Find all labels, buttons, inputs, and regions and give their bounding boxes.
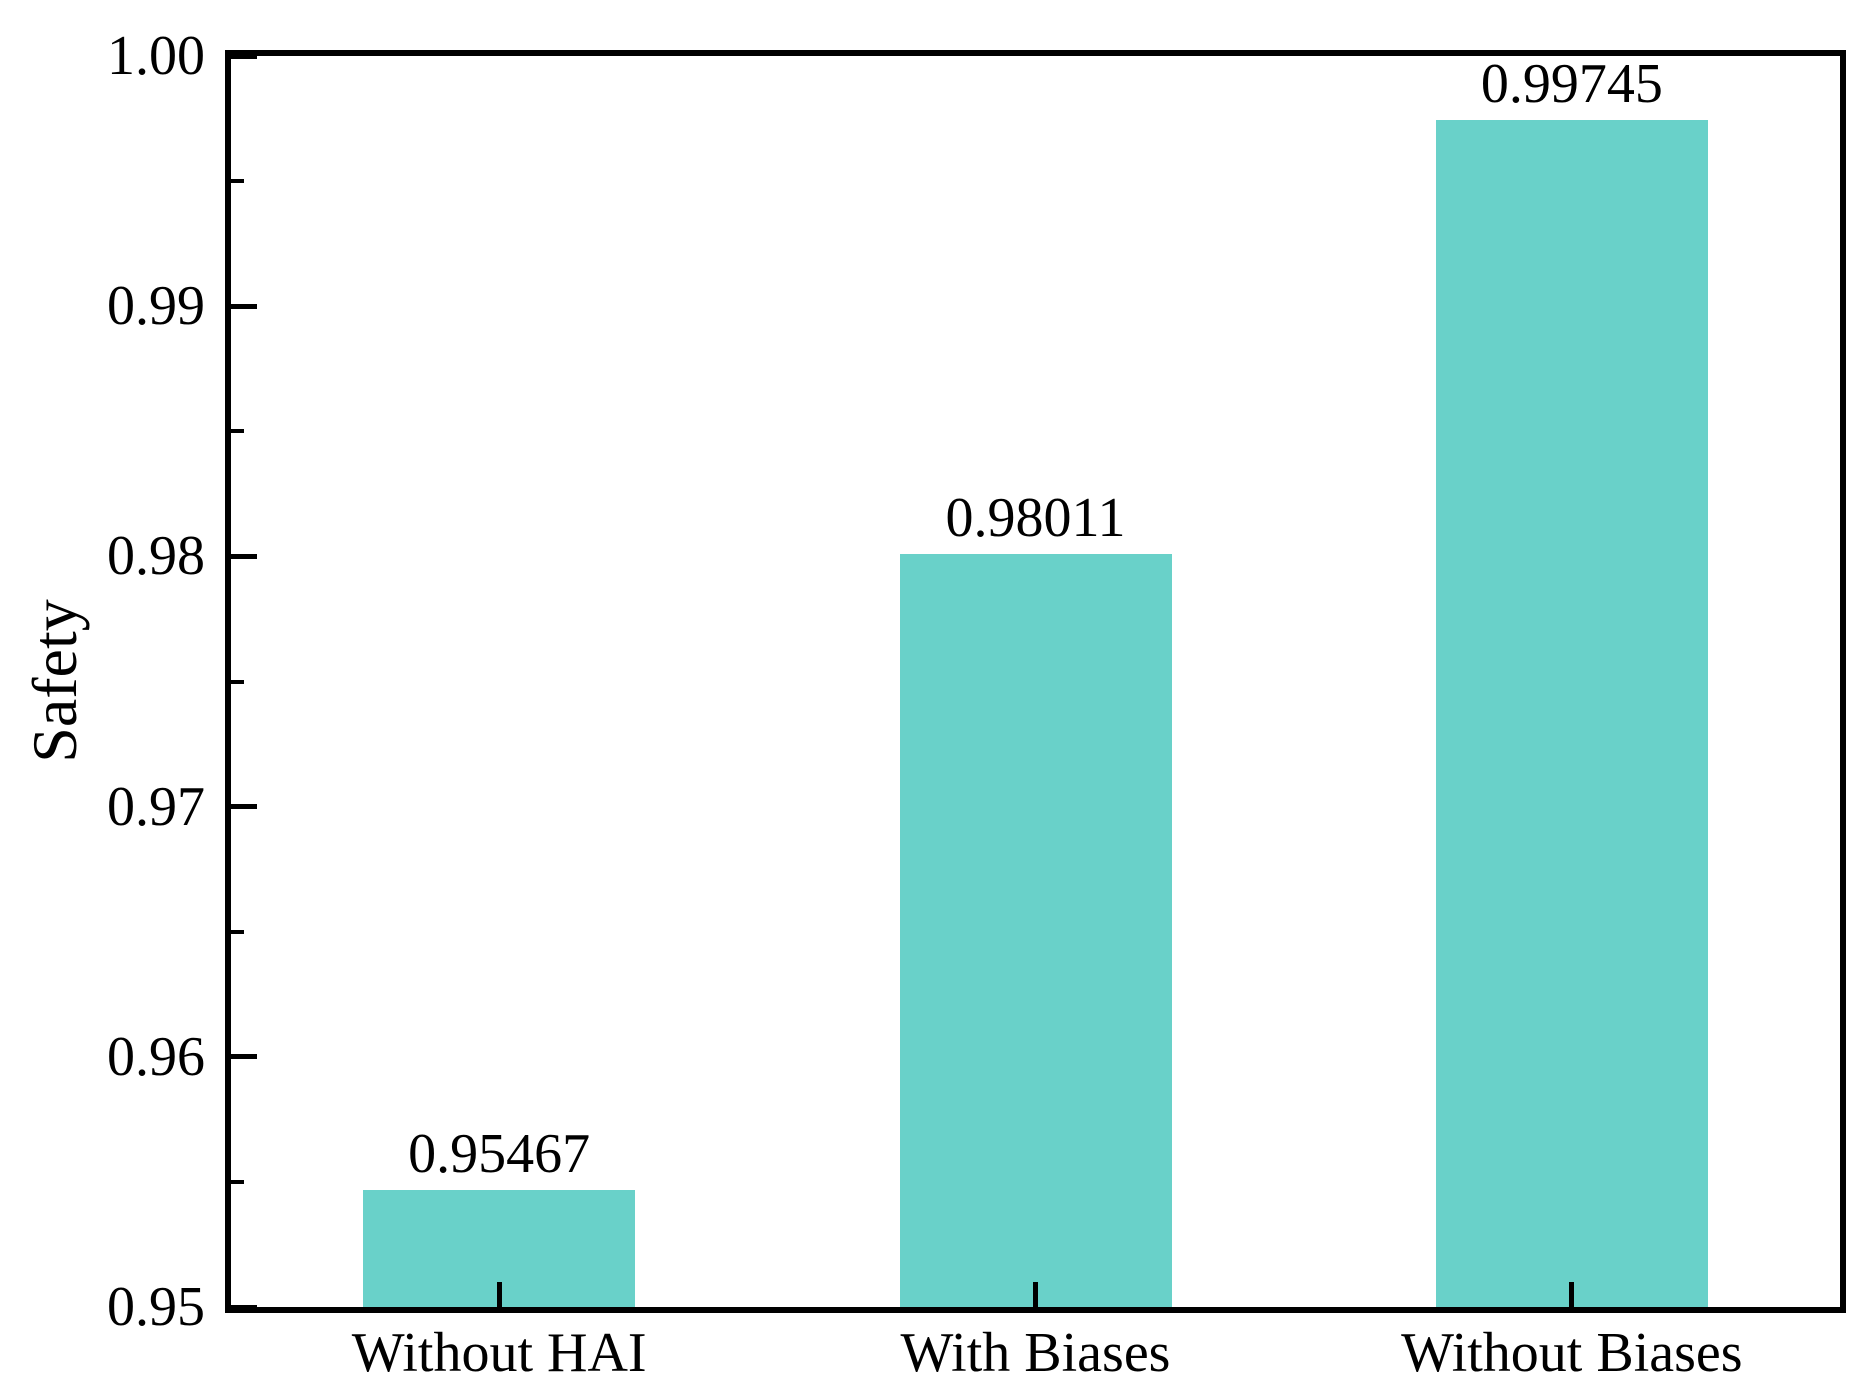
bar-value-label: 0.95467 <box>408 1123 591 1186</box>
bar-value-label: 0.98011 <box>945 486 1126 549</box>
y-tick-label: 0.99 <box>107 275 205 338</box>
x-tick-label: With Biases <box>900 1322 1171 1384</box>
y-major-tick <box>231 1304 257 1310</box>
x-tick <box>496 1282 502 1307</box>
bar-without-biases <box>1435 119 1708 1307</box>
y-major-tick <box>231 553 257 559</box>
y-major-tick <box>231 53 257 59</box>
y-major-tick <box>231 1054 257 1060</box>
x-tick-label: Without Biases <box>1401 1322 1743 1384</box>
bar-value-label: 0.99745 <box>1480 52 1663 115</box>
bar-with-biases <box>899 553 1172 1307</box>
y-minor-tick <box>231 929 244 934</box>
y-major-tick <box>231 303 257 309</box>
x-tick-label: Without HAI <box>351 1322 647 1384</box>
y-tick-label: 1.00 <box>107 25 205 87</box>
y-minor-tick <box>231 179 244 184</box>
plot-area <box>225 50 1846 1313</box>
y-axis-title: Safety <box>19 599 90 763</box>
y-minor-tick <box>231 679 244 684</box>
y-minor-tick <box>231 1179 244 1184</box>
x-tick <box>1033 1282 1038 1307</box>
y-major-tick <box>231 804 257 810</box>
y-tick-label: 0.98 <box>107 525 205 588</box>
y-tick-label: 0.96 <box>107 1025 205 1088</box>
y-minor-tick <box>231 429 244 434</box>
y-tick-label: 0.95 <box>107 1276 205 1338</box>
y-tick-label: 0.97 <box>107 775 205 838</box>
x-tick <box>1569 1282 1575 1307</box>
